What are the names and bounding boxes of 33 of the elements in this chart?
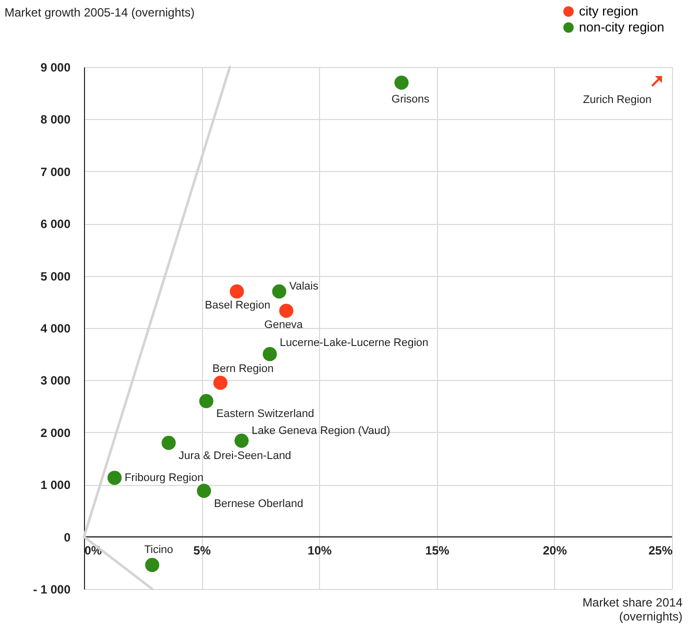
annotation: Bernese Oberland bbox=[214, 498, 304, 510]
legend-label: non-city region bbox=[579, 20, 664, 34]
y-tick-label: - 1 000 bbox=[33, 582, 71, 596]
x-axis-title: Market share 2014 (overnights) bbox=[582, 596, 683, 624]
y-tick-label: 6 000 bbox=[40, 217, 71, 232]
x-tick-label: 15% bbox=[425, 543, 450, 558]
annotation: Lake Geneva Region (Vaud) bbox=[252, 424, 390, 437]
annotation: Bern Region bbox=[212, 362, 274, 375]
annotation: Eastern Switzerland bbox=[216, 408, 314, 420]
y-tick-label: 3 000 bbox=[40, 374, 71, 388]
annotation: Zurich Region bbox=[583, 94, 652, 106]
x-tick-label: 5% bbox=[193, 543, 212, 558]
y-tick-label: 2 000 bbox=[40, 426, 71, 440]
annotation: Grisons bbox=[392, 94, 430, 106]
y-tick-label: 4 000 bbox=[40, 322, 71, 336]
y-tick-label: 5 000 bbox=[40, 269, 71, 284]
annotation: Geneva bbox=[264, 318, 304, 331]
legend-label: city region bbox=[579, 4, 638, 18]
x-tick-label: 25% bbox=[648, 543, 673, 558]
y-tick-label: 1 000 bbox=[40, 478, 71, 492]
y-tick-label: 7 000 bbox=[40, 164, 71, 179]
y-axis-title: Market growth 2005-14 (overnights) bbox=[4, 6, 195, 20]
y-tick-label: 9 000 bbox=[40, 60, 71, 74]
annotation: Jura & Drei-Seen-Land bbox=[178, 450, 292, 462]
annotation: Valais bbox=[289, 280, 319, 292]
x-tick-label: 20% bbox=[542, 543, 568, 558]
annotation: Lucerne-Lake-Lucerne Region bbox=[280, 337, 428, 350]
y-tick-label: 8 000 bbox=[40, 112, 71, 127]
annotation: Fribourg Region bbox=[124, 472, 204, 484]
annotation: Ticino bbox=[144, 544, 174, 556]
x-tick-label: 10% bbox=[308, 543, 332, 558]
annotation: Basel Region bbox=[204, 299, 270, 312]
y-tick-label: 0 bbox=[64, 530, 71, 544]
